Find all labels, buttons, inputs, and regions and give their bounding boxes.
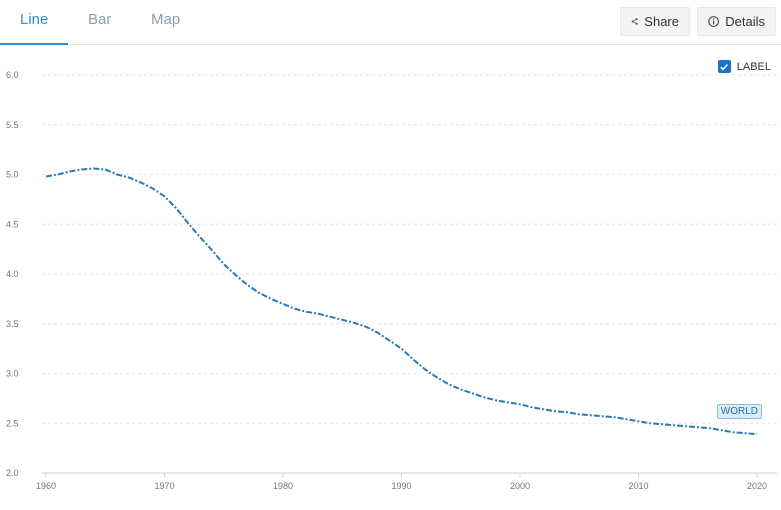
tab-bar[interactable]: Bar	[88, 11, 112, 28]
legend-label: LABEL	[736, 60, 771, 73]
y-tick-label: 2.5	[6, 418, 19, 428]
legend-checkbox[interactable]	[717, 60, 731, 73]
legend-toggle[interactable]: LABEL	[717, 60, 771, 73]
series-end-label: WORLD	[716, 404, 762, 420]
x-tick-label: 2000	[510, 481, 530, 491]
y-tick-label: 5.0	[6, 170, 19, 180]
share-icon	[631, 18, 638, 25]
line-chart: 2.0 2.5 3.0 3.5 4.0 4.5 5.0 5.5 6.0 1960 1970 1980 1…	[6, 70, 777, 491]
y-tick-label: 5.5	[6, 120, 19, 130]
chart-axes: 2.0 2.5 3.0 3.5 4.0 4.5 5.0 5.5 6.0 1960 1970 1980 1…	[6, 70, 777, 491]
x-tick-label: 1960	[36, 481, 56, 491]
chart-series	[45, 167, 758, 436]
x-tick-label: 1970	[154, 481, 174, 491]
info-icon	[708, 16, 719, 27]
x-tick-label: 1990	[391, 481, 411, 491]
share-button[interactable]: Share	[620, 7, 690, 36]
x-tick-label: 1980	[273, 481, 293, 491]
y-tick-label: 4.0	[6, 269, 19, 279]
y-tick-label: 3.0	[6, 369, 19, 379]
check-icon	[720, 63, 729, 71]
x-tick-label: 2010	[628, 481, 648, 491]
y-tick-label: 6.0	[6, 70, 19, 80]
x-tick-label: 2020	[747, 481, 767, 491]
y-tick-label: 4.5	[6, 219, 19, 229]
top-toolbar: Line Bar Map Share Details	[0, 0, 781, 45]
details-button[interactable]: Details	[697, 7, 776, 36]
share-label: Share	[644, 14, 679, 29]
tab-line[interactable]: Line	[0, 0, 69, 45]
y-tick-label: 2.0	[6, 468, 19, 478]
y-tick-label: 3.5	[6, 319, 19, 329]
details-label: Details	[725, 14, 765, 29]
tab-map[interactable]: Map	[151, 11, 181, 28]
chart-grid	[42, 74, 777, 424]
series-line-world[interactable]	[45, 167, 758, 436]
